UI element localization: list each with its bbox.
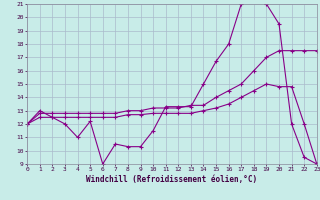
X-axis label: Windchill (Refroidissement éolien,°C): Windchill (Refroidissement éolien,°C) (86, 175, 258, 184)
